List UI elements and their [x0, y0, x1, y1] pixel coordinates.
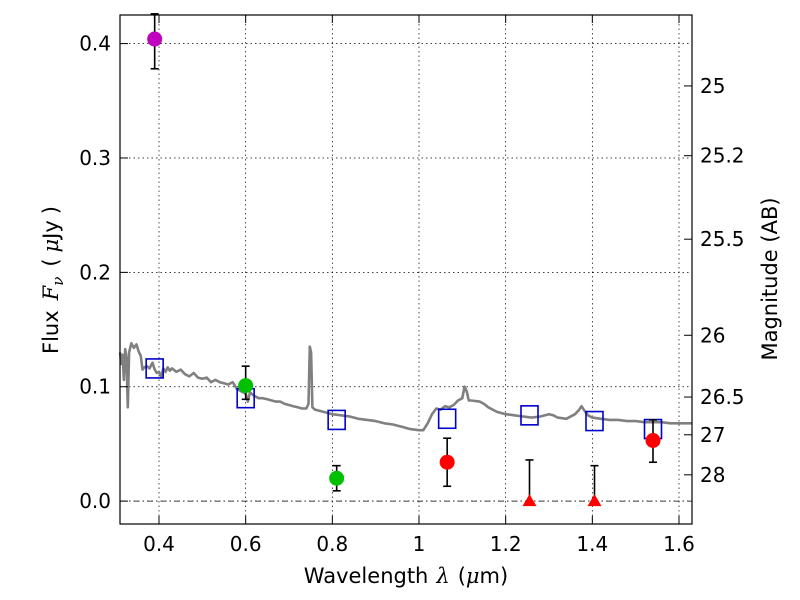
right-tick-label: 25.2 [700, 144, 745, 168]
x-tick-label: 1.2 [490, 532, 522, 556]
right-tick-label: 27 [700, 423, 725, 447]
y-tick-label: 0.0 [79, 489, 111, 513]
observed-point [645, 433, 661, 449]
y-axis-label: FluxFν(μJy) [39, 206, 67, 354]
model-photometry-points [145, 358, 663, 440]
x-tick-label: 0.8 [316, 532, 348, 556]
observed-photometry-points [147, 13, 661, 507]
observed-point [238, 378, 254, 394]
model-photometry-square [585, 410, 604, 432]
x-axis-label: Wavelength λ (μm) [304, 564, 508, 588]
observed-point [147, 31, 163, 47]
x-tick-label: 0.6 [230, 532, 262, 556]
observed-point [439, 454, 455, 470]
model-photometry-square [327, 409, 346, 431]
right-tick-label: 28 [700, 463, 725, 487]
right-tick-label: 25 [700, 74, 725, 98]
right-tick-label: 26.5 [700, 385, 745, 409]
model-photometry-square [437, 408, 457, 430]
right-axis-label: Magnitude (AB) [758, 197, 782, 360]
y-tick-label: 0.4 [79, 32, 111, 56]
x-tick-label: 1.6 [663, 532, 695, 556]
model-photometry-square [520, 405, 539, 426]
y-tick-label: 0.3 [79, 146, 111, 170]
y-tick-label: 0.1 [79, 375, 111, 399]
axis-ticks: 0.4 0.6 0.8 1 1.2 1.4 1.6 0.0 0.1 0.2 0.3 0.4 25 25.2… [79, 15, 745, 556]
model-spectrum [118, 341, 692, 432]
y-tick-label: 0.2 [79, 260, 111, 284]
x-tick-label: 1 [413, 532, 426, 556]
x-tick-label: 0.4 [143, 532, 175, 556]
upper-limit-triangle [522, 494, 537, 507]
observed-point [329, 470, 345, 486]
model-photometry-square [145, 358, 164, 379]
upper-limit-triangle [587, 494, 602, 507]
x-tick-label: 1.4 [576, 532, 608, 556]
grid-lines [120, 15, 692, 524]
spectrum-line [118, 341, 692, 432]
right-tick-label: 26 [700, 323, 725, 347]
right-tick-label: 25.5 [700, 227, 745, 251]
plot-frame [119, 14, 693, 525]
